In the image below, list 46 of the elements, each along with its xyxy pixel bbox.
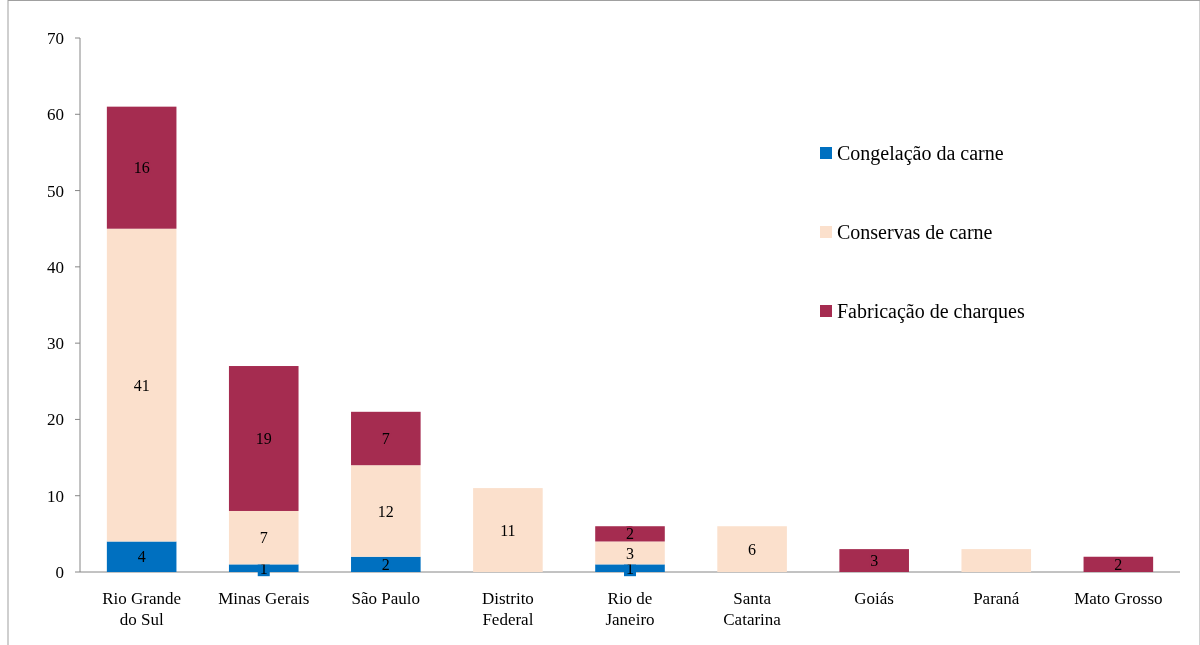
bar <box>961 549 1032 572</box>
data-label: 6 <box>748 540 757 558</box>
x-tick-label: São Paulo <box>351 589 421 608</box>
x-tick-label: Rio de Janeiro <box>605 589 655 629</box>
data-label: 19 <box>255 430 272 448</box>
y-tick-label: 60 <box>47 105 64 125</box>
bar <box>106 106 177 229</box>
data-label: 12 <box>377 502 394 520</box>
x-tick-label: Rio Grande do Sul <box>102 589 182 629</box>
data-label: 7 <box>381 430 390 448</box>
y-tick-label: 10 <box>47 486 64 506</box>
bar <box>228 366 299 511</box>
data-label: 7 <box>259 529 268 547</box>
y-tick-label: 40 <box>47 257 64 277</box>
data-label: 3 <box>870 552 879 570</box>
y-tick-label: 50 <box>47 181 64 201</box>
y-tick-label: 20 <box>47 410 64 430</box>
x-tick-label: Minas Gerais <box>218 589 310 608</box>
x-tick-label: Paraná <box>973 589 1020 608</box>
y-tick-label: 70 <box>47 28 64 48</box>
legend-label: Congelação da carne <box>837 142 1004 165</box>
x-tick-label: Goiás <box>854 589 895 608</box>
data-label: 11 <box>500 521 516 539</box>
bar <box>106 541 177 572</box>
bar <box>106 228 177 542</box>
data-label: 3 <box>626 544 634 562</box>
bar <box>595 541 665 565</box>
bar <box>228 510 299 565</box>
x-tick-label: Distrito Federal <box>481 589 534 629</box>
x-tick-label: Santa Catarina <box>723 589 782 629</box>
x-tick-label: Mato Grosso <box>1074 589 1163 608</box>
data-label: 2 <box>1114 555 1123 573</box>
bar <box>717 526 787 572</box>
bar <box>473 488 543 572</box>
data-label: 16 <box>133 159 150 177</box>
legend-label: Conservas de carne <box>837 221 993 243</box>
bar <box>839 549 909 572</box>
bar <box>351 411 421 466</box>
data-label: 2 <box>626 525 634 543</box>
data-label: 2 <box>381 555 390 573</box>
data-label: 4 <box>137 548 146 566</box>
y-tick-label: 0 <box>55 562 64 582</box>
bar <box>351 465 421 557</box>
y-tick-label: 30 <box>47 334 64 354</box>
legend-label: Fabricação de charques <box>837 300 1025 323</box>
data-label: 41 <box>133 376 150 394</box>
